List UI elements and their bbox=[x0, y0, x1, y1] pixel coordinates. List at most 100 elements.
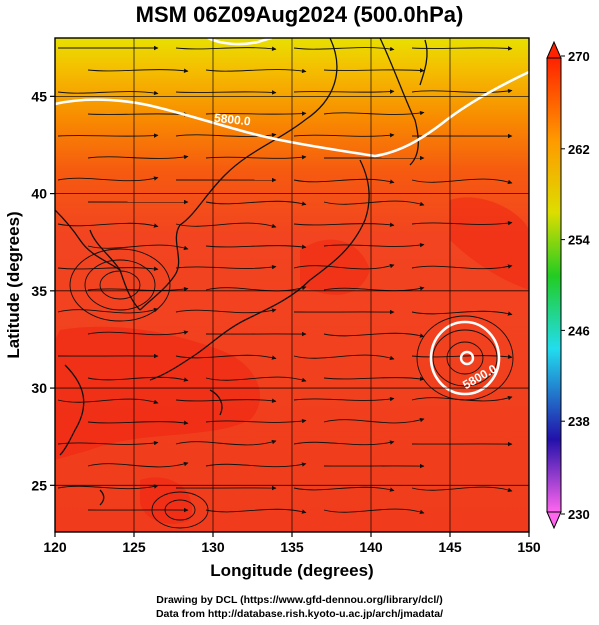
streamline bbox=[175, 264, 277, 270]
streamline bbox=[293, 222, 395, 228]
streamline bbox=[175, 398, 277, 403]
y-tick-label: 45 bbox=[31, 88, 47, 104]
x-tick-label: 130 bbox=[201, 539, 225, 555]
streamline bbox=[87, 330, 189, 336]
cyclone-spiral-east bbox=[416, 315, 514, 401]
streamline bbox=[57, 307, 159, 314]
streamline bbox=[87, 244, 189, 251]
contour-5800-low bbox=[429, 320, 501, 396]
streamline bbox=[411, 264, 513, 270]
streamline bbox=[87, 461, 189, 468]
streamline bbox=[175, 90, 277, 95]
x-tick-label: 140 bbox=[359, 539, 383, 555]
streamline bbox=[411, 178, 513, 185]
streamline bbox=[293, 89, 395, 94]
streamline bbox=[323, 417, 425, 424]
streamline bbox=[411, 310, 513, 316]
map-title: MSM 06Z09Aug2024 (500.0hPa) bbox=[135, 2, 464, 27]
x-tick-label: 150 bbox=[517, 539, 541, 555]
streamline bbox=[87, 420, 189, 425]
streamline bbox=[293, 133, 395, 138]
streamline bbox=[411, 486, 513, 493]
streamline bbox=[323, 508, 425, 515]
streamline bbox=[175, 46, 277, 51]
streamline bbox=[293, 354, 395, 361]
colorbar-tick-label: 230 bbox=[568, 507, 590, 522]
streamline bbox=[205, 200, 307, 206]
y-tick-label: 40 bbox=[31, 186, 47, 202]
streamline bbox=[323, 286, 425, 292]
streamline bbox=[57, 266, 159, 272]
colorbar bbox=[546, 57, 562, 513]
streamline bbox=[87, 154, 189, 160]
streamline bbox=[205, 418, 307, 424]
streamline bbox=[175, 439, 277, 446]
streamline bbox=[293, 263, 395, 270]
colorbar-tick-label: 254 bbox=[568, 233, 590, 248]
x-axis-ticks: 120 125 130 135 140 145 150 bbox=[43, 532, 541, 555]
warm-patch bbox=[55, 326, 260, 460]
colorbar-tick-label: 246 bbox=[568, 323, 590, 338]
streamline bbox=[57, 133, 159, 138]
streamline bbox=[87, 376, 189, 382]
streamline bbox=[175, 222, 277, 229]
wind-streamlines bbox=[57, 45, 513, 515]
streamline bbox=[57, 440, 159, 446]
streamline bbox=[323, 68, 425, 73]
gridlines bbox=[55, 38, 529, 532]
streamline bbox=[411, 220, 513, 226]
streamline bbox=[205, 462, 307, 468]
streamline bbox=[175, 308, 277, 314]
streamline bbox=[205, 508, 307, 514]
credit-drawing: Drawing by DCL (https://www.gfd-dennou.o… bbox=[156, 594, 443, 606]
streamline bbox=[205, 155, 307, 160]
cyclone-spiral-west bbox=[69, 248, 171, 322]
streamline bbox=[205, 111, 307, 116]
streamline bbox=[411, 46, 513, 51]
colorbar-top-arrow bbox=[546, 40, 562, 59]
cyclone-spiral-south bbox=[151, 491, 209, 529]
streamline bbox=[57, 222, 159, 228]
streamline bbox=[57, 484, 159, 490]
x-axis-label: Longitude (degrees) bbox=[210, 561, 373, 580]
streamline bbox=[205, 285, 307, 292]
x-tick-label: 135 bbox=[280, 539, 304, 555]
streamline bbox=[205, 68, 307, 74]
y-tick-label: 30 bbox=[31, 380, 47, 396]
streamline bbox=[293, 440, 395, 446]
x-tick-label: 125 bbox=[122, 539, 146, 555]
colorbar-tick-label: 262 bbox=[568, 142, 590, 157]
warm-patch bbox=[140, 477, 192, 524]
streamline bbox=[323, 332, 425, 338]
x-tick-label: 120 bbox=[43, 539, 67, 555]
contour-label: 5800.0 bbox=[213, 111, 251, 129]
y-tick-label: 35 bbox=[31, 283, 47, 299]
streamline bbox=[293, 396, 395, 402]
streamline bbox=[205, 376, 307, 383]
streamline bbox=[293, 46, 395, 52]
streamline bbox=[87, 112, 189, 117]
contour-5800-north bbox=[55, 70, 529, 158]
y-axis-label: Latitude (degrees) bbox=[4, 211, 23, 358]
colorbar-tick-label: 238 bbox=[568, 414, 590, 429]
streamline bbox=[205, 244, 307, 250]
streamline bbox=[323, 242, 425, 248]
streamline bbox=[293, 486, 395, 492]
low-center-ring bbox=[459, 350, 475, 366]
streamline bbox=[87, 68, 189, 73]
colorbar-bottom-arrow bbox=[546, 511, 562, 530]
y-axis-ticks: 25 30 35 40 45 bbox=[31, 88, 55, 493]
y-tick-label: 25 bbox=[31, 477, 47, 493]
streamline bbox=[87, 286, 189, 292]
streamline bbox=[323, 110, 425, 116]
colorbar-ticks: 230 238 246 254 262 270 bbox=[561, 49, 590, 522]
streamline bbox=[57, 90, 159, 96]
credit-data: Data from http://database.rish.kyoto-u.a… bbox=[155, 608, 444, 620]
x-tick-label: 145 bbox=[438, 539, 462, 555]
streamline bbox=[293, 178, 395, 184]
streamline bbox=[57, 176, 159, 182]
colorbar-tick-label: 270 bbox=[568, 49, 590, 64]
streamline bbox=[323, 376, 425, 381]
streamline bbox=[411, 88, 513, 94]
